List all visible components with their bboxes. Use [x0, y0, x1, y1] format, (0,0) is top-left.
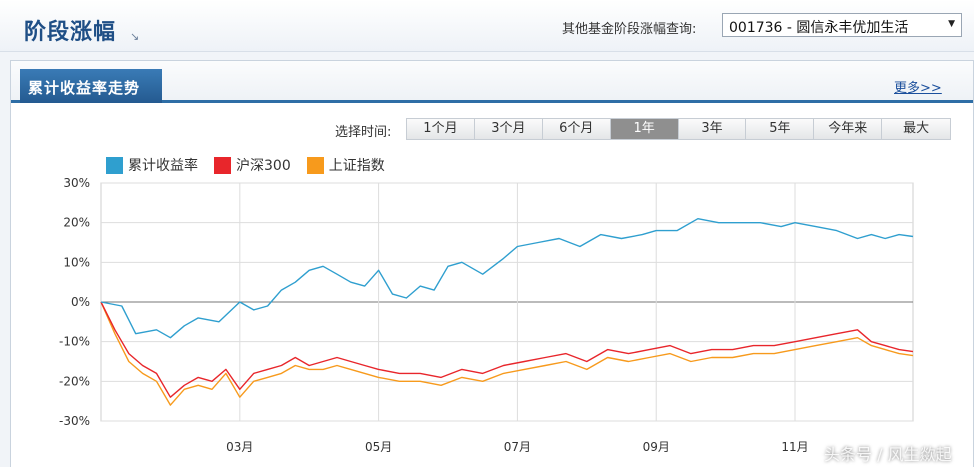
x-tick-label: 05月 — [365, 440, 392, 454]
range-tab-3y[interactable]: 3年 — [678, 119, 747, 139]
legend-item-cumulative[interactable]: 累计收益率 — [106, 155, 198, 175]
x-tick-label: 09月 — [643, 440, 670, 454]
fund-query-label: 其他基金阶段涨幅查询: — [562, 22, 697, 37]
y-tick-label: -30% — [59, 414, 90, 428]
y-tick-label: -10% — [59, 335, 90, 349]
series-line-cumulative — [100, 217, 914, 339]
fund-select[interactable]: 001736 - 圆信永丰优加生活 ▼ — [722, 13, 962, 37]
range-tabs: 1个月 3个月 6个月 1年 3年 5年 今年来 最大 — [406, 118, 952, 140]
series-line-hs300 — [100, 301, 914, 398]
dropdown-caret-icon: ▼ — [948, 19, 955, 29]
range-tab-1y[interactable]: 1年 — [610, 119, 679, 139]
header-bar: 阶段涨幅 ↘ 其他基金阶段涨幅查询: 001736 - 圆信永丰优加生活 ▼ — [0, 0, 974, 52]
legend-swatch-cumulative — [106, 156, 123, 174]
y-tick-label: 10% — [63, 255, 90, 269]
chart-legend: 累计收益率 沪深300 上证指数 — [106, 155, 385, 175]
x-tick-label: 03月 — [226, 440, 253, 454]
range-tab-3m[interactable]: 3个月 — [474, 119, 543, 139]
legend-label-hs300: 沪深300 — [236, 158, 291, 174]
range-tab-1m[interactable]: 1个月 — [407, 119, 475, 139]
legend-item-hs300[interactable]: 沪深300 — [214, 155, 291, 175]
x-tick-label: 07月 — [504, 440, 531, 454]
arrow-diagonal-icon[interactable]: ↘ — [130, 30, 140, 43]
more-link[interactable]: 更多>> — [894, 81, 942, 96]
panel-tab-bar: 累计收益率走势 更多>> — [11, 61, 973, 103]
cumulative-return-panel: 累计收益率走势 更多>> 选择时间: 1个月 3个月 6个月 1年 3年 5年 … — [10, 60, 974, 467]
page-title: 阶段涨幅 — [24, 20, 117, 45]
legend-swatch-hs300 — [214, 156, 231, 174]
y-tick-label: -20% — [59, 374, 90, 388]
watermark: 头条号 / 风生歘起 — [824, 445, 952, 464]
range-tab-5y[interactable]: 5年 — [746, 119, 815, 139]
series-line-sse — [100, 301, 914, 406]
legend-item-sse[interactable]: 上证指数 — [306, 155, 385, 175]
fund-select-value: 001736 - 圆信永丰优加生活 — [729, 20, 909, 36]
y-tick-label: 0% — [71, 295, 90, 309]
range-tab-6m[interactable]: 6个月 — [542, 119, 611, 139]
legend-label-sse: 上证指数 — [328, 158, 385, 174]
range-tab-ytd[interactable]: 今年来 — [814, 119, 883, 139]
y-tick-label: 20% — [63, 216, 90, 230]
range-label: 选择时间: — [335, 125, 392, 140]
legend-label-cumulative: 累计收益率 — [128, 158, 198, 174]
range-tab-max[interactable]: 最大 — [882, 119, 951, 139]
x-tick-label: 11月 — [781, 440, 808, 454]
legend-swatch-sse — [306, 156, 324, 174]
tab-cumulative-return[interactable]: 累计收益率走势 — [20, 69, 162, 103]
y-tick-label: 30% — [63, 176, 90, 190]
